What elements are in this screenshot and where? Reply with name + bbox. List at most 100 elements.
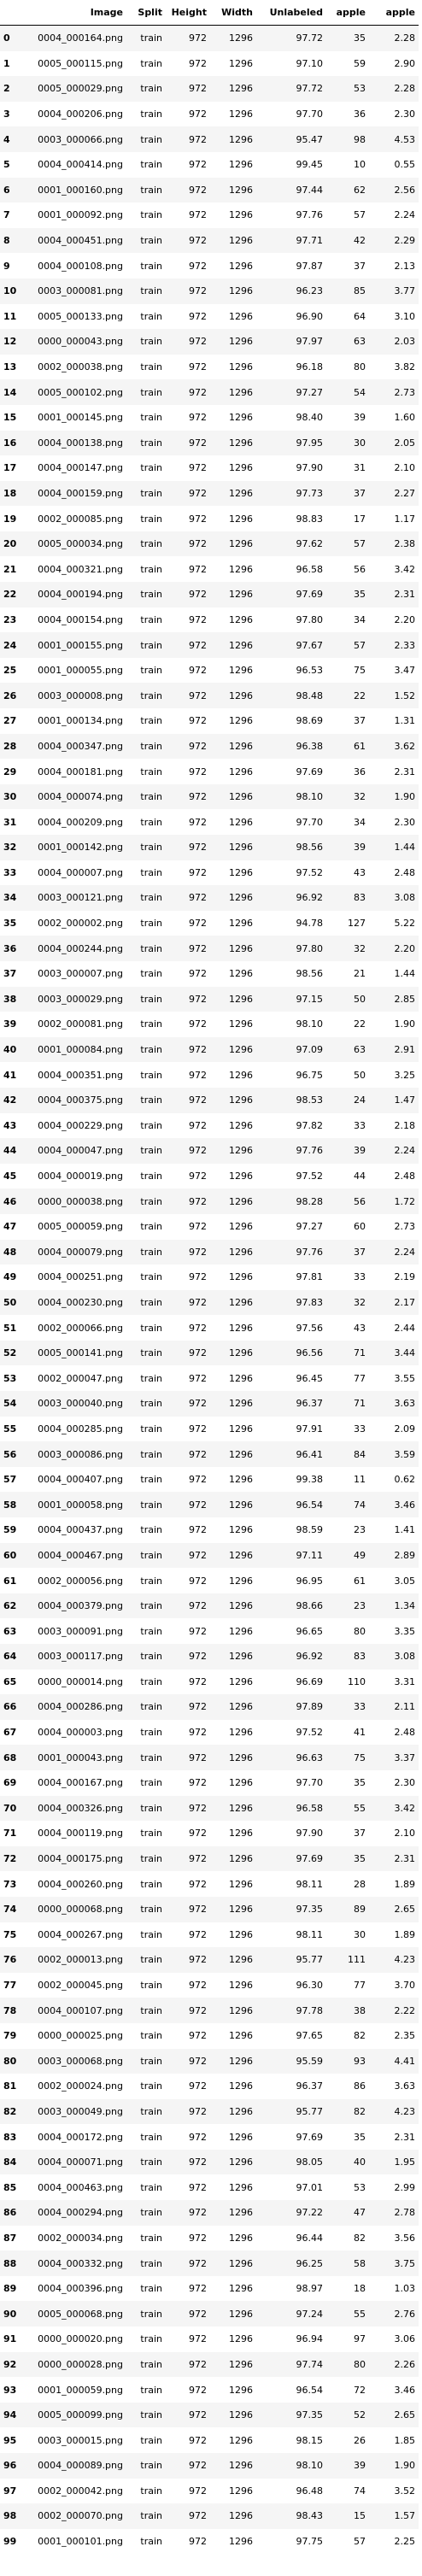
width-cell: 1296 [229, 1423, 253, 1435]
height-cell: 972 [189, 2308, 207, 2320]
table-row: 84 0004_000071.png train 972 1296 98.05 40 1.95 [0, 2149, 419, 2175]
unlabeled-cell: 98.83 [296, 513, 324, 525]
apple-percent-cell: 3.52 [394, 2485, 416, 2497]
image-cell: 0004_000326.png [38, 1802, 123, 1814]
image-cell: 0005_000029.png [38, 83, 123, 95]
apple-count-cell: 93 [354, 2055, 366, 2067]
image-cell: 0003_000015.png [38, 2434, 123, 2446]
split-cell: train [140, 32, 162, 44]
height-cell: 972 [189, 336, 207, 348]
width-cell: 1296 [229, 1246, 253, 1258]
image-cell: 0005_000068.png [38, 2308, 123, 2320]
unlabeled-cell: 95.77 [296, 2105, 324, 2117]
apple-count-cell: 36 [354, 766, 366, 777]
unlabeled-cell: 96.54 [296, 2384, 324, 2396]
image-cell: 0002_000047.png [38, 1372, 123, 1384]
table-row: 53 0002_000047.png train 972 1296 96.45 77 3.55 [0, 1365, 419, 1392]
image-cell: 0004_000003.png [38, 1727, 123, 1739]
split-cell: train [140, 2434, 162, 2446]
unlabeled-cell: 97.56 [296, 1322, 324, 1334]
width-cell: 1296 [229, 361, 253, 373]
table-row: 86 0004_000294.png train 972 1296 97.22 47 2.78 [0, 2200, 419, 2226]
width-cell: 1296 [229, 1651, 253, 1663]
apple-count-cell: 30 [354, 437, 366, 449]
image-cell: 0004_000047.png [38, 1145, 123, 1157]
height-cell: 972 [189, 1928, 207, 1940]
image-cell: 0004_000107.png [38, 2004, 123, 2016]
unlabeled-cell: 97.78 [296, 2004, 324, 2016]
apple-percent-cell: 2.26 [394, 2358, 416, 2370]
apple-percent-cell: 2.10 [394, 462, 416, 474]
table-row: 56 0003_000086.png train 972 1296 96.41 84 3.59 [0, 1441, 419, 1467]
table-row: 40 0001_000084.png train 972 1296 97.09 63 2.91 [0, 1036, 419, 1063]
height-cell: 972 [189, 1701, 207, 1713]
apple-count-cell: 77 [354, 1980, 366, 1992]
height-cell: 972 [189, 2131, 207, 2143]
width-cell: 1296 [229, 2434, 253, 2446]
height-cell: 972 [189, 1296, 207, 1308]
width-cell: 1296 [229, 791, 253, 803]
table-row: 73 0004_000260.png train 972 1296 98.11 28 1.89 [0, 1871, 419, 1897]
image-cell: 0003_000066.png [38, 133, 123, 145]
height-cell: 972 [189, 2207, 207, 2219]
apple-percent-cell: 2.48 [394, 1727, 416, 1739]
apple-percent-cell: 1.47 [394, 1094, 416, 1106]
table-row: 99 0001_000101.png train 972 1296 97.75 57 2.25 [0, 2528, 419, 2555]
apple-percent-cell: 1.03 [394, 2283, 416, 2295]
height-cell: 972 [189, 1069, 207, 1081]
apple-count-cell: 85 [354, 285, 366, 297]
split-cell: train [140, 1271, 162, 1283]
unlabeled-cell: 96.41 [296, 1448, 324, 1460]
width-cell: 1296 [229, 918, 253, 930]
height-cell: 972 [189, 816, 207, 828]
apple-count-cell: 50 [354, 1069, 366, 1081]
split-cell: train [140, 1221, 162, 1233]
row-index: 83 [3, 2131, 17, 2143]
width-cell: 1296 [229, 2358, 253, 2370]
apple-percent-cell: 1.90 [394, 791, 416, 803]
header-split: Split [126, 0, 166, 26]
table-row: 65 0000_000014.png train 972 1296 96.69 110 3.3… [0, 1669, 419, 1695]
unlabeled-cell: 97.35 [296, 1904, 324, 1916]
apple-percent-cell: 3.25 [394, 1069, 416, 1081]
apple-count-cell: 39 [354, 1145, 366, 1157]
image-cell: 0001_000134.png [38, 715, 123, 727]
image-cell: 0005_000034.png [38, 538, 123, 550]
table-row: 5 0004_000414.png train 972 1296 99.45 10 0.55 [0, 151, 419, 178]
width-cell: 1296 [229, 2105, 253, 2117]
apple-count-cell: 59 [354, 57, 366, 69]
height-cell: 972 [189, 412, 207, 424]
apple-count-cell: 56 [354, 563, 366, 575]
width-cell: 1296 [229, 109, 253, 120]
apple-count-cell: 80 [354, 1625, 366, 1637]
table-row: 94 0005_000099.png train 972 1296 97.35 52 2.65 [0, 2402, 419, 2428]
table-row: 0 0004_000164.png train 972 1296 97.72 35 2.28 [0, 25, 419, 51]
height-cell: 972 [189, 1171, 207, 1182]
apple-percent-cell: 3.82 [394, 361, 416, 373]
apple-count-cell: 23 [354, 1600, 366, 1612]
apple-percent-cell: 2.90 [394, 57, 416, 69]
row-index: 71 [3, 1828, 17, 1840]
height-cell: 972 [189, 2434, 207, 2446]
image-cell: 0003_000117.png [38, 1651, 123, 1663]
split-cell: train [140, 1474, 162, 1486]
height-cell: 972 [189, 2156, 207, 2168]
height-cell: 972 [189, 57, 207, 69]
image-cell: 0005_000102.png [38, 386, 123, 398]
unlabeled-cell: 96.48 [296, 2485, 324, 2497]
image-cell: 0004_000396.png [38, 2283, 123, 2295]
height-cell: 972 [189, 2232, 207, 2244]
unlabeled-cell: 97.69 [296, 766, 324, 777]
width-cell: 1296 [229, 842, 253, 854]
image-cell: 0004_000119.png [38, 1828, 123, 1840]
height-cell: 972 [189, 1423, 207, 1435]
width-cell: 1296 [229, 2030, 253, 2042]
height-cell: 972 [189, 993, 207, 1005]
table-row: 71 0004_000119.png train 972 1296 97.90 37 2.10 [0, 1821, 419, 1846]
width-cell: 1296 [229, 2055, 253, 2067]
unlabeled-cell: 96.23 [296, 285, 324, 297]
apple-percent-cell: 2.91 [394, 1044, 416, 1056]
image-cell: 0001_000155.png [38, 639, 123, 651]
image-cell: 0002_000024.png [38, 2080, 123, 2092]
apple-percent-cell: 2.17 [394, 1296, 416, 1308]
